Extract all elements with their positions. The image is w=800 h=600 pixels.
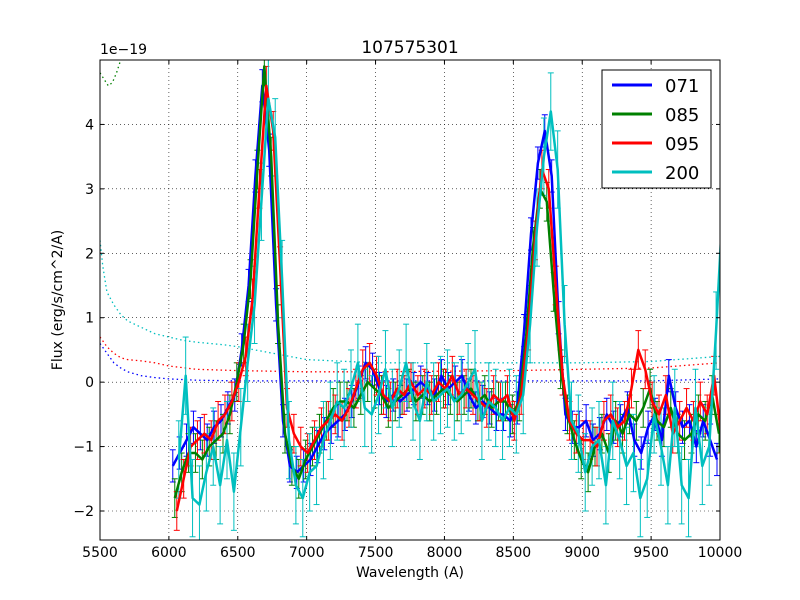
axis-ticks: 5500 6000 6500 7000 7500 8000 8500 9000 9500 1000… (73, 60, 742, 561)
y-tick-label: 4 (85, 117, 94, 133)
x-tick-label: 6500 (220, 545, 256, 561)
series-line-085 (173, 65, 720, 499)
y-tick-label: 0 (85, 375, 94, 391)
plot-frame (99, 59, 721, 541)
y-offset-text: 1e−19 (100, 42, 147, 58)
y-tick-label: 2 (85, 246, 94, 262)
series-lines (171, 65, 720, 512)
x-tick-label: 10000 (698, 545, 743, 561)
x-tick-label: 9000 (564, 545, 600, 561)
x-tick-label: 9500 (633, 545, 669, 561)
x-tick-label: 6000 (151, 545, 187, 561)
legend-label-095: 095 (665, 134, 699, 155)
x-tick-label: 8500 (496, 545, 532, 561)
legend-box (601, 69, 712, 189)
chart-title: 107575301 (361, 38, 458, 58)
series-line-095 (175, 84, 720, 512)
y-tick-label: 1 (85, 311, 94, 327)
x-tick-label: 8000 (427, 545, 463, 561)
x-axis-label: Wavelength (A) (356, 565, 464, 581)
x-tick-label: 7000 (289, 545, 325, 561)
legend: 071 085 095 200 (601, 69, 712, 189)
legend-label-071: 071 (665, 76, 699, 97)
series-line-200 (177, 97, 720, 506)
legend-label-085: 085 (665, 105, 699, 126)
x-tick-label: 5500 (82, 545, 118, 561)
continuum-095 (100, 336, 720, 373)
y-tick-label: −1 (73, 440, 94, 456)
y-axis-label: Flux (erg/s/cm^2/A) (50, 230, 66, 370)
legend-label-200: 200 (665, 163, 699, 184)
y-tick-label: 3 (85, 182, 94, 198)
x-tick-label: 7500 (358, 545, 394, 561)
y-tick-label: −2 (73, 504, 94, 520)
